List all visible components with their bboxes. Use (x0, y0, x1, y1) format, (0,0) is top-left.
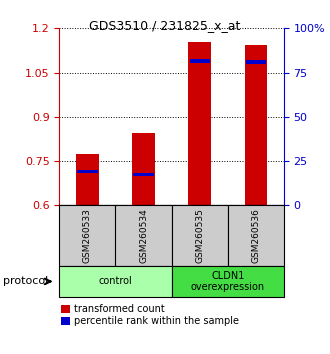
Text: GSM260536: GSM260536 (251, 208, 260, 263)
Text: GDS3510 / 231825_x_at: GDS3510 / 231825_x_at (89, 19, 241, 33)
Bar (189, 59, 210, 63)
Bar (76, 154, 99, 205)
Text: GSM260534: GSM260534 (139, 208, 148, 263)
Text: GSM260533: GSM260533 (83, 208, 92, 263)
Bar (77, 170, 98, 173)
Text: CLDN1
overexpression: CLDN1 overexpression (191, 270, 265, 292)
Bar (246, 61, 266, 64)
Text: control: control (99, 276, 132, 286)
Bar (133, 172, 154, 176)
Text: percentile rank within the sample: percentile rank within the sample (74, 316, 239, 326)
Text: GSM260535: GSM260535 (195, 208, 204, 263)
Bar (188, 41, 211, 205)
Bar (245, 45, 267, 205)
Bar (132, 133, 155, 205)
Text: transformed count: transformed count (74, 304, 165, 314)
Text: protocol: protocol (3, 276, 49, 286)
